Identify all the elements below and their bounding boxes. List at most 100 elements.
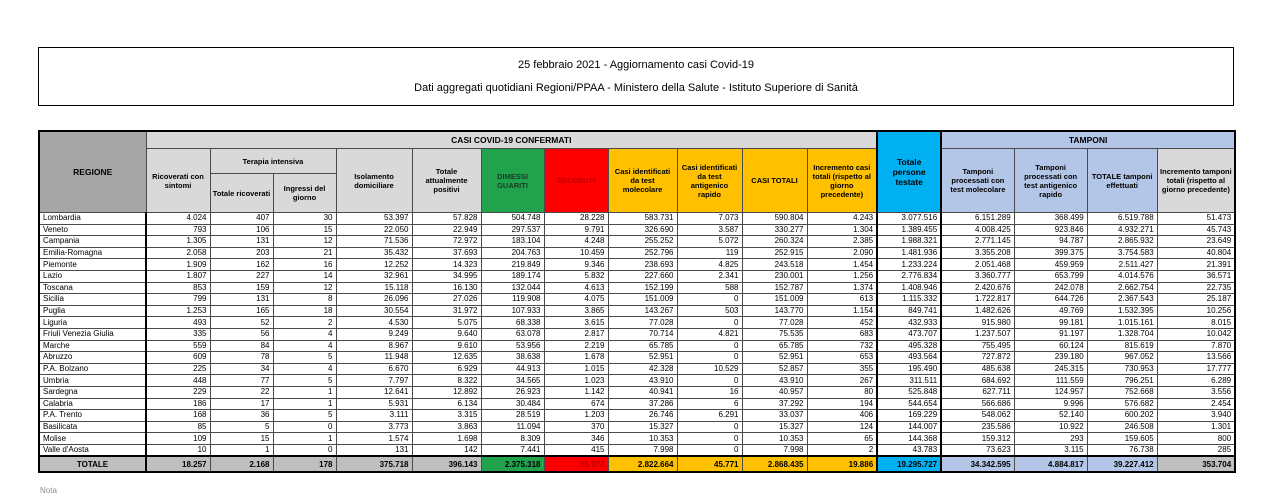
- value-cell: 144.368: [876, 432, 942, 445]
- region-name-cell: Campania: [38, 235, 147, 248]
- value-cell: 1.154: [806, 304, 878, 318]
- value-cell: 0: [676, 316, 743, 329]
- value-cell: 26.746: [607, 409, 678, 422]
- table-header: REGIONE CASI COVID-19 CONFERMATI Totale …: [38, 130, 1236, 213]
- value-cell: 407: [209, 212, 274, 225]
- region-name-cell: P.A. Bolzano: [38, 362, 147, 376]
- value-cell: 1.015.161: [1086, 316, 1158, 329]
- value-cell: 583.731: [607, 212, 678, 225]
- value-cell: 1.909: [145, 258, 211, 271]
- total-value-cell: 19.295.727: [876, 455, 942, 473]
- value-cell: 1.305: [145, 235, 211, 248]
- table-row: Abruzzo 609 78 5 11.948 12.635 38.638 1.678 52.9…: [38, 351, 1236, 364]
- value-cell: 1.807: [145, 269, 211, 283]
- value-cell: 16: [272, 258, 337, 271]
- table-row: Veneto 793 106 15 22.050 22.949 297.537 9.791 32…: [38, 223, 1236, 237]
- value-cell: 285: [1156, 443, 1236, 457]
- total-value-cell: 4.884.817: [1013, 455, 1088, 473]
- region-name-cell: Molise: [38, 432, 147, 445]
- value-cell: 106: [209, 223, 274, 237]
- value-cell: 727.872: [940, 351, 1015, 364]
- value-cell: 43.910: [607, 374, 678, 387]
- col-header-tamponi-totale: TOTALE tamponi effettuati: [1086, 148, 1158, 213]
- value-cell: 73.623: [940, 443, 1015, 457]
- value-cell: 34.995: [411, 269, 482, 283]
- value-cell: 684.692: [940, 374, 1015, 387]
- value-cell: 653.799: [1013, 269, 1088, 283]
- region-name-cell: P.A. Trento: [38, 409, 147, 422]
- value-cell: 22.949: [411, 223, 482, 237]
- value-cell: 1.574: [335, 432, 413, 445]
- value-cell: 77.028: [741, 316, 808, 329]
- value-cell: 12: [272, 281, 337, 295]
- value-cell: 653: [806, 351, 878, 364]
- footnote: Nota: [40, 486, 57, 495]
- value-cell: 71.536: [335, 235, 413, 248]
- value-cell: 7.797: [335, 374, 413, 387]
- total-row: TOTALE 18.257 2.168 178 375.718 396.143 2.375.…: [38, 455, 1236, 473]
- value-cell: 2.771.145: [940, 235, 1015, 248]
- value-cell: 242.078: [1013, 281, 1088, 295]
- value-cell: 8.309: [480, 432, 545, 445]
- value-cell: 566.686: [940, 397, 1015, 411]
- value-cell: 3.587: [676, 223, 743, 237]
- value-cell: 10.529: [676, 362, 743, 376]
- value-cell: 30.484: [480, 397, 545, 411]
- value-cell: 12: [272, 235, 337, 248]
- value-cell: 7.073: [676, 212, 743, 225]
- value-cell: 204.763: [480, 246, 545, 260]
- value-cell: 3.077.516: [876, 212, 942, 225]
- value-cell: 13.566: [1156, 351, 1236, 364]
- value-cell: 18: [272, 304, 337, 318]
- value-cell: 52.140: [1013, 409, 1088, 422]
- value-cell: 1.301: [1156, 420, 1236, 434]
- col-header-persone-testate: Totale persone testate: [876, 130, 942, 213]
- value-cell: 119.908: [480, 293, 545, 306]
- table-body: Lombardia 4.024 407 30 53.397 57.828 504.748 28…: [38, 212, 1236, 457]
- value-cell: 1.408.946: [876, 281, 942, 295]
- col-header-positivi: Totale attualmente positivi: [411, 148, 482, 213]
- col-header-ricoverati: Ricoverati con sintomi: [145, 148, 211, 213]
- value-cell: 31.972: [411, 304, 482, 318]
- value-cell: 203: [209, 246, 274, 260]
- value-cell: 1.115.332: [876, 293, 942, 306]
- table-row: Molise 109 15 1 1.574 1.698 8.309 346 10.353 0 10.…: [38, 432, 1236, 445]
- value-cell: 2: [272, 316, 337, 329]
- total-value-cell: 39.227.412: [1086, 455, 1158, 473]
- value-cell: 415: [543, 443, 609, 457]
- value-cell: 2.367.543: [1086, 293, 1158, 306]
- table-row: Toscana 853 159 12 15.118 16.130 132.044 4.613 1…: [38, 281, 1236, 295]
- value-cell: 796.251: [1086, 374, 1158, 387]
- value-cell: 44.913: [480, 362, 545, 376]
- value-cell: 243.518: [741, 258, 808, 271]
- region-name-cell: Veneto: [38, 223, 147, 237]
- value-cell: 1.532.395: [1086, 304, 1158, 318]
- value-cell: 0: [676, 293, 743, 306]
- value-cell: 9.640: [411, 327, 482, 341]
- value-cell: 2.662.754: [1086, 281, 1158, 295]
- value-cell: 11.948: [335, 351, 413, 364]
- value-cell: 3.863: [411, 420, 482, 434]
- value-cell: 151.009: [607, 293, 678, 306]
- value-cell: 432.933: [876, 316, 942, 329]
- region-name-cell: Piemonte: [38, 258, 147, 271]
- col-header-tamponi-molecolare: Tamponi processati con test molecolare: [940, 148, 1015, 213]
- value-cell: 85: [145, 420, 211, 434]
- value-cell: 503: [676, 304, 743, 318]
- value-cell: 6.134: [411, 397, 482, 411]
- value-cell: 28.519: [480, 409, 545, 422]
- value-cell: 143.267: [607, 304, 678, 318]
- total-value-cell: 353.704: [1156, 455, 1236, 473]
- value-cell: 923.846: [1013, 223, 1088, 237]
- value-cell: 30.554: [335, 304, 413, 318]
- table-row: P.A. Trento 168 36 5 3.111 3.315 28.519 1.203 26…: [38, 409, 1236, 422]
- value-cell: 144.007: [876, 420, 942, 434]
- region-name-cell: Lazio: [38, 269, 147, 283]
- value-cell: 16.130: [411, 281, 482, 295]
- value-cell: 5.832: [543, 269, 609, 283]
- value-cell: 1.203: [543, 409, 609, 422]
- value-cell: 346: [543, 432, 609, 445]
- table-row: Basilicata 85 5 0 3.773 3.863 11.094 370 15.327 0…: [38, 420, 1236, 434]
- value-cell: 0: [676, 443, 743, 457]
- value-cell: 590.804: [741, 212, 808, 225]
